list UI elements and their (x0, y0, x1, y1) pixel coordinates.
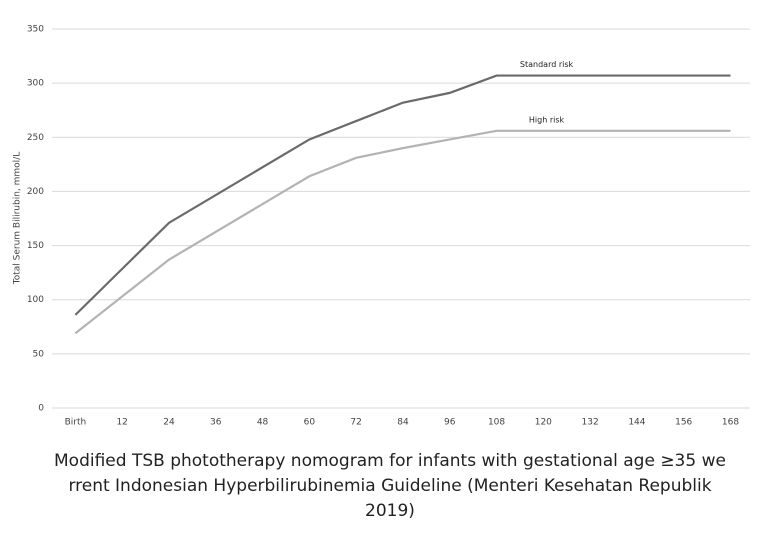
series-line (74, 129, 731, 335)
x-tick-label: 96 (444, 418, 456, 428)
series-line (74, 74, 731, 316)
x-tick-label: 168 (722, 418, 739, 428)
y-tick-label: 50 (33, 349, 45, 359)
y-tick-label: 200 (27, 187, 44, 197)
series-label: Standard risk (520, 60, 574, 69)
x-tick-label: 12 (116, 418, 127, 428)
x-tick-label: 132 (582, 418, 599, 428)
x-tick-label: 72 (350, 418, 361, 428)
caption-line: rrent Indonesian Hyperbilirubinemia Guid… (68, 476, 711, 496)
x-tick-label: 24 (163, 418, 175, 428)
x-tick-label: Birth (65, 418, 87, 428)
x-tick-label: 144 (628, 418, 645, 428)
x-tick-label: 48 (257, 418, 269, 428)
caption-line: Modified TSB phototherapy nomogram for i… (54, 451, 726, 471)
x-tick-label: 84 (397, 418, 409, 428)
x-tick-label: 156 (675, 418, 692, 428)
y-tick-label: 300 (27, 79, 44, 89)
x-tick-label: 60 (304, 418, 316, 428)
y-tick-label: 100 (27, 295, 44, 305)
y-tick-label: 0 (38, 404, 44, 414)
series-label: High risk (529, 115, 565, 124)
x-tick-label: 36 (210, 418, 222, 428)
y-tick-label: 250 (27, 133, 44, 143)
y-tick-label: 150 (27, 241, 44, 251)
x-tick-label: 120 (535, 418, 552, 428)
caption-line: 2019) (365, 501, 415, 521)
y-tick-label: 350 (27, 25, 44, 35)
y-axis-label: Total Serum Bilirubin, mmol/L (13, 152, 23, 285)
x-tick-label: 108 (488, 418, 505, 428)
